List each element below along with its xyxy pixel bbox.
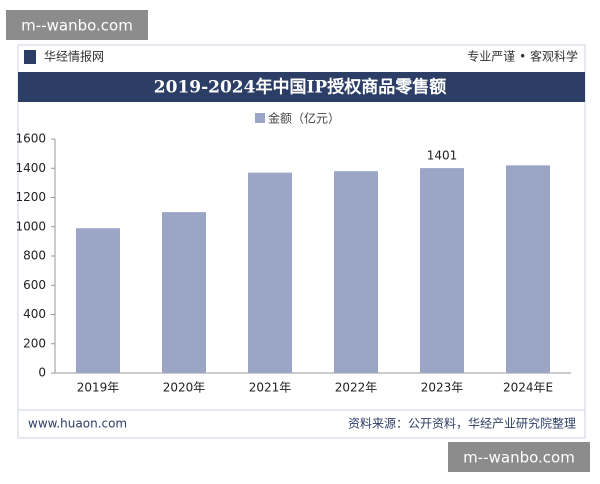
legend-label: 金额（亿元） bbox=[268, 111, 340, 126]
x-tick-label: 2020年 bbox=[163, 381, 206, 395]
bar bbox=[420, 168, 464, 373]
y-tick-label: 200 bbox=[23, 336, 46, 350]
footer-source: 资料来源：公开资料，华经产业研究院整理 bbox=[348, 416, 576, 431]
x-tick-label: 2019年 bbox=[77, 381, 120, 395]
watermark-box bbox=[6, 10, 148, 40]
y-tick-label: 400 bbox=[23, 307, 46, 321]
bar bbox=[506, 165, 550, 373]
y-tick-label: 1000 bbox=[15, 219, 46, 233]
bar bbox=[162, 212, 206, 373]
logo bbox=[24, 50, 36, 64]
watermark-box bbox=[448, 442, 590, 472]
watermark: m--wanbo.com bbox=[463, 449, 575, 467]
value-label: 1401 bbox=[427, 149, 458, 163]
footer-site: www.huaon.com bbox=[28, 417, 127, 431]
y-tick-label: 0 bbox=[38, 366, 46, 380]
y-tick-label: 800 bbox=[23, 249, 46, 263]
legend-swatch bbox=[255, 113, 265, 123]
watermark: m--wanbo.com bbox=[21, 17, 133, 35]
bar bbox=[76, 228, 120, 373]
x-tick-label: 2024年E bbox=[503, 381, 553, 395]
x-tick-label: 2022年 bbox=[335, 381, 378, 395]
title-bar bbox=[18, 72, 585, 102]
y-tick-label: 1600 bbox=[15, 132, 46, 146]
y-tick-label: 1400 bbox=[15, 161, 46, 175]
brand: 华经情报网 bbox=[44, 49, 104, 64]
y-tick-label: 1200 bbox=[15, 190, 46, 204]
x-tick-label: 2023年 bbox=[421, 381, 464, 395]
bar bbox=[248, 172, 292, 373]
y-tick-label: 600 bbox=[23, 278, 46, 292]
slogan: 专业严谨 • 客观科学 bbox=[467, 49, 578, 64]
x-tick-label: 2021年 bbox=[249, 381, 292, 395]
chart-title: 2019-2024年中国IP授权商品零售额 bbox=[154, 77, 446, 98]
bar bbox=[334, 171, 378, 373]
